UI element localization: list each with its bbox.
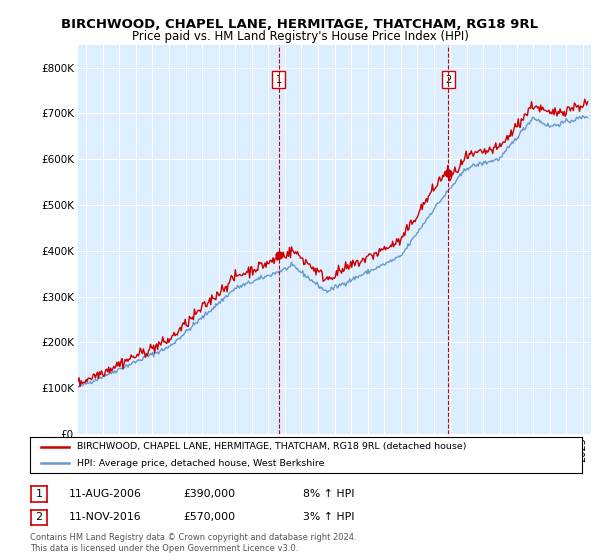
Text: Contains HM Land Registry data © Crown copyright and database right 2024.
This d: Contains HM Land Registry data © Crown c… bbox=[30, 533, 356, 553]
Text: 1: 1 bbox=[275, 75, 281, 85]
Text: Price paid vs. HM Land Registry's House Price Index (HPI): Price paid vs. HM Land Registry's House … bbox=[131, 30, 469, 43]
Text: £570,000: £570,000 bbox=[183, 512, 235, 522]
Text: BIRCHWOOD, CHAPEL LANE, HERMITAGE, THATCHAM, RG18 9RL: BIRCHWOOD, CHAPEL LANE, HERMITAGE, THATC… bbox=[61, 18, 539, 31]
Text: 1: 1 bbox=[35, 489, 43, 499]
Text: HPI: Average price, detached house, West Berkshire: HPI: Average price, detached house, West… bbox=[77, 459, 325, 468]
Text: 11-NOV-2016: 11-NOV-2016 bbox=[69, 512, 142, 522]
Text: BIRCHWOOD, CHAPEL LANE, HERMITAGE, THATCHAM, RG18 9RL (detached house): BIRCHWOOD, CHAPEL LANE, HERMITAGE, THATC… bbox=[77, 442, 466, 451]
Text: 2: 2 bbox=[35, 512, 43, 522]
Text: 11-AUG-2006: 11-AUG-2006 bbox=[69, 489, 142, 499]
Text: 2: 2 bbox=[445, 75, 451, 85]
Text: 3% ↑ HPI: 3% ↑ HPI bbox=[303, 512, 355, 522]
Text: 8% ↑ HPI: 8% ↑ HPI bbox=[303, 489, 355, 499]
Text: £390,000: £390,000 bbox=[183, 489, 235, 499]
